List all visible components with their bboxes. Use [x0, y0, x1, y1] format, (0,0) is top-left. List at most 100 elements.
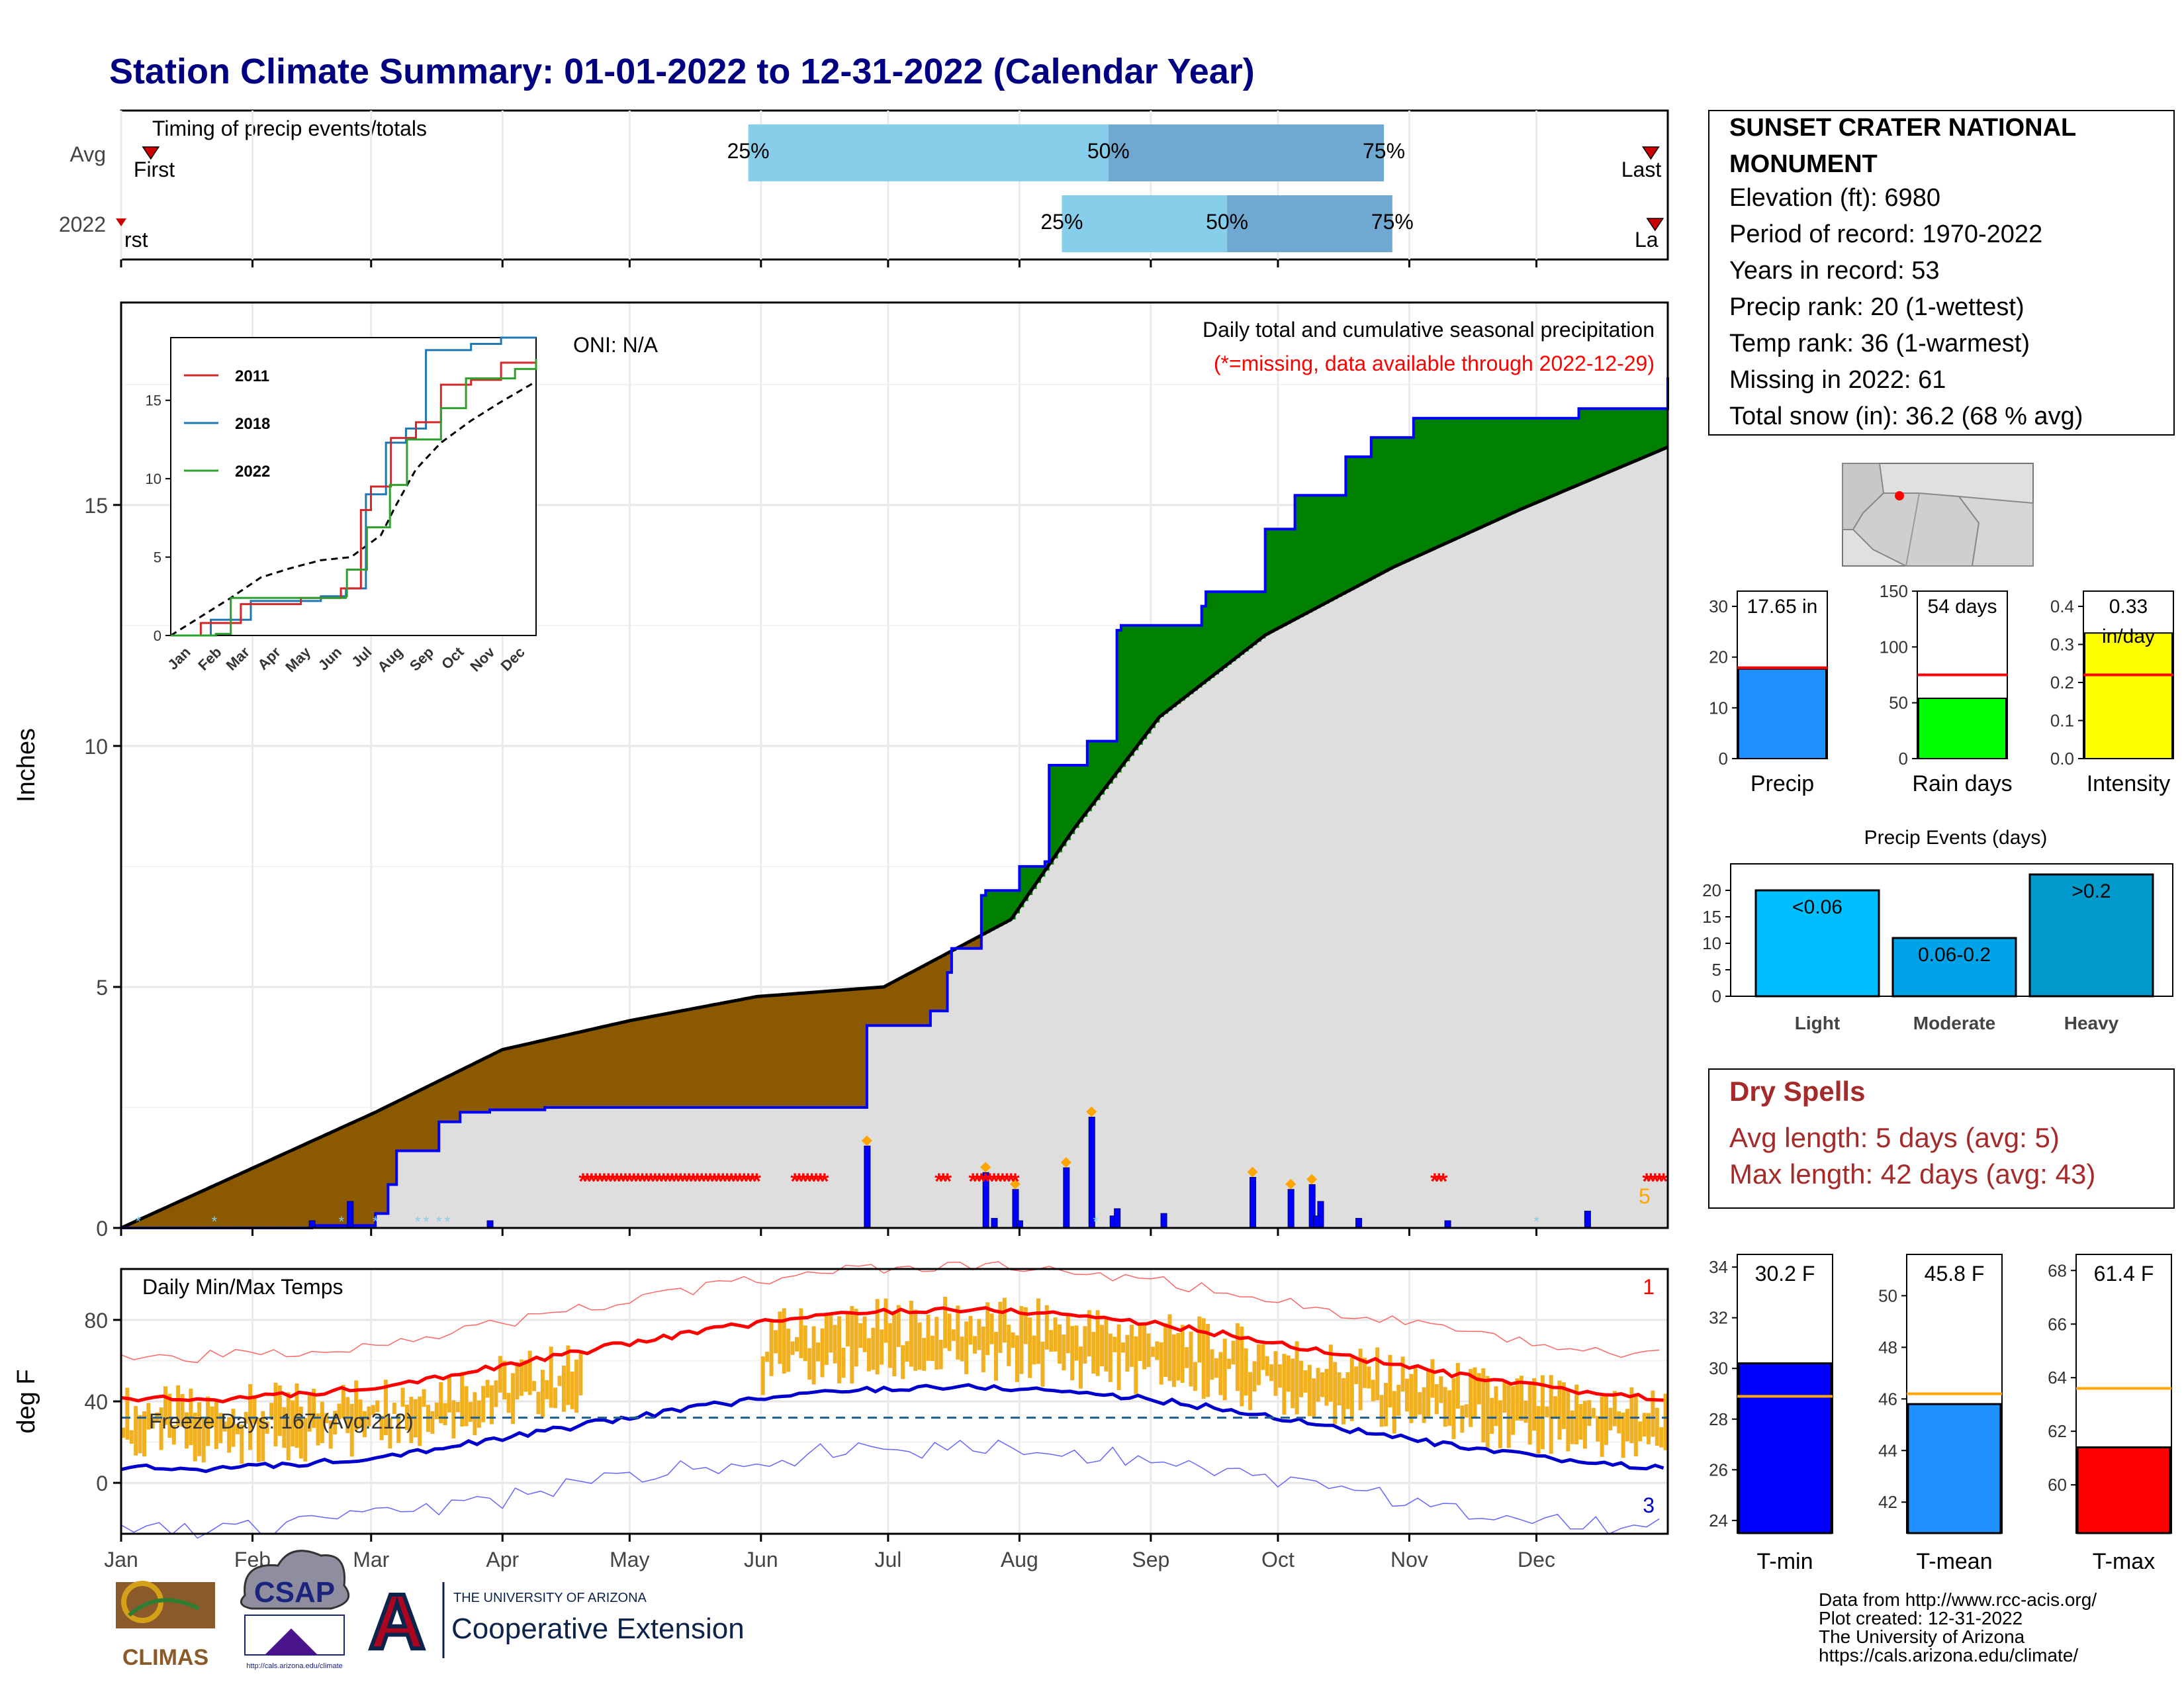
events-bar-light	[1754, 889, 1880, 998]
daily-temp-range-bar	[1079, 1346, 1083, 1389]
below-normal-band	[473, 1064, 478, 1113]
above-normal-band	[1396, 437, 1402, 566]
below-normal-band	[887, 984, 893, 1026]
raindays-bar	[1918, 697, 2007, 760]
below-normal-band	[811, 992, 817, 1107]
below-normal-band	[651, 1016, 656, 1107]
precip-y-label: 10	[1709, 698, 1728, 718]
below-normal-band	[150, 1214, 156, 1228]
daily-temp-range-bar	[938, 1340, 943, 1370]
above-normal-band	[1549, 418, 1554, 498]
daily-temp-range-bar	[1342, 1378, 1345, 1425]
missing-day-marker: *	[985, 1169, 995, 1194]
missing-day-marker: *	[642, 1169, 651, 1194]
above-normal-band	[1553, 418, 1559, 496]
daily-temp-range-bar	[1108, 1333, 1113, 1382]
missing-day-marker: *	[659, 1169, 668, 1194]
above-normal-band	[1167, 625, 1173, 711]
daily-temp-range-bar	[231, 1409, 236, 1447]
daily-temp-range-bar	[913, 1309, 918, 1371]
below-normal-band	[790, 994, 796, 1107]
above-normal-band	[1524, 418, 1529, 508]
below-normal-band	[938, 957, 944, 1011]
below-normal-band	[295, 1149, 300, 1228]
station-snow: Total snow (in): 36.2 (68 % avg)	[1729, 402, 2083, 430]
below-normal-band	[884, 986, 889, 1026]
daily-temp-range-bar	[1269, 1364, 1274, 1382]
above-normal-band	[1392, 437, 1397, 568]
above-normal-band	[981, 895, 986, 935]
below-normal-band	[693, 1008, 698, 1107]
below-normal-band	[189, 1197, 194, 1228]
below-normal-band	[909, 973, 914, 1026]
footer-website: https://cals.arizona.edu/climate/	[1819, 1645, 2078, 1665]
daily-precip-bar	[1444, 1220, 1451, 1229]
daily-temp-range-bar	[1400, 1356, 1405, 1392]
daily-temp-range-bar	[1455, 1363, 1460, 1409]
daily-temp-range-bar	[1392, 1391, 1396, 1434]
snow-day-marker: *	[1093, 1213, 1099, 1230]
below-normal-band	[316, 1139, 321, 1226]
below-normal-band	[684, 1010, 690, 1107]
above-normal-band	[1345, 457, 1351, 592]
daily-temp-range-bar	[1447, 1390, 1452, 1426]
daily-temp-range-bar	[892, 1311, 897, 1377]
above-normal-band	[1388, 437, 1393, 570]
above-normal-band	[1032, 866, 1037, 889]
above-normal-band	[1587, 408, 1592, 481]
missing-day-marker: *	[621, 1169, 630, 1194]
timing-row-2022: 2022	[59, 212, 106, 236]
below-normal-band	[850, 989, 855, 1107]
daily-temp-range-bar	[964, 1321, 969, 1374]
events-y-label: 10	[1702, 933, 1721, 953]
below-normal-band	[494, 1053, 499, 1110]
daily-temp-range-bar	[570, 1372, 574, 1409]
daily-temp-range-bar	[1316, 1368, 1320, 1402]
daily-temp-range-bar	[1176, 1333, 1181, 1381]
daily-temp-range-bar	[943, 1297, 948, 1348]
below-normal-band	[248, 1170, 253, 1228]
daily-temp-range-bar	[837, 1316, 842, 1383]
missing-day-marker: *	[748, 1169, 757, 1194]
station-name: SUNSET CRATER NATIONAL	[1729, 114, 2076, 142]
below-normal-band	[171, 1205, 177, 1228]
daily-temp-range-bar	[960, 1336, 964, 1362]
missing-day-marker: *	[994, 1169, 1003, 1194]
above-normal-band	[1659, 408, 1664, 451]
below-normal-band	[176, 1203, 181, 1228]
daily-temp-range-bar	[1193, 1362, 1197, 1391]
daily-temp-range-bar	[1655, 1407, 1659, 1446]
daily-temp-range-bar	[1261, 1344, 1265, 1370]
daily-temp-range-bar	[1481, 1368, 1486, 1442]
page-title: Station Climate Summary: 01-01-2022 to 1…	[109, 52, 1255, 91]
precip-panel-subtitle: (*=missing, data available through 2022-…	[1214, 352, 1655, 375]
missing-day-marker: *	[668, 1169, 677, 1194]
intensity-y-label: 0.1	[2050, 711, 2074, 731]
daily-temp-range-bar	[1125, 1335, 1130, 1372]
daily-temp-range-bar	[1384, 1383, 1388, 1427]
daily-temp-range-bar	[880, 1329, 884, 1365]
record-high-line	[120, 1261, 1660, 1364]
daily-temp-range-bar	[977, 1319, 981, 1350]
above-normal-band	[1477, 418, 1482, 530]
timing-panel: Timing of precip events/totals Avg 2022 …	[59, 109, 1669, 261]
below-normal-band	[320, 1137, 325, 1226]
below-normal-band	[363, 1118, 367, 1226]
missing-day-marker: *	[790, 1169, 799, 1194]
inset-legend-label: 2022	[235, 463, 270, 481]
last-event-marker	[1641, 146, 1660, 160]
daily-temp-range-bar	[1252, 1361, 1257, 1392]
below-normal-band	[439, 1080, 444, 1122]
below-normal-band	[752, 997, 757, 1107]
above-normal-band	[1269, 529, 1275, 633]
daily-temp-range-bar	[1358, 1348, 1363, 1411]
above-normal-band	[1015, 890, 1020, 914]
daily-temp-range-bar	[1570, 1410, 1574, 1444]
below-normal-band	[163, 1208, 168, 1228]
inset-legend-label: 2011	[235, 367, 269, 385]
above-normal-band	[1375, 437, 1381, 577]
above-normal-band	[1422, 418, 1427, 554]
missing-day-marker: *	[740, 1169, 749, 1194]
below-normal-band	[312, 1141, 317, 1226]
below-normal-band	[608, 1025, 614, 1107]
